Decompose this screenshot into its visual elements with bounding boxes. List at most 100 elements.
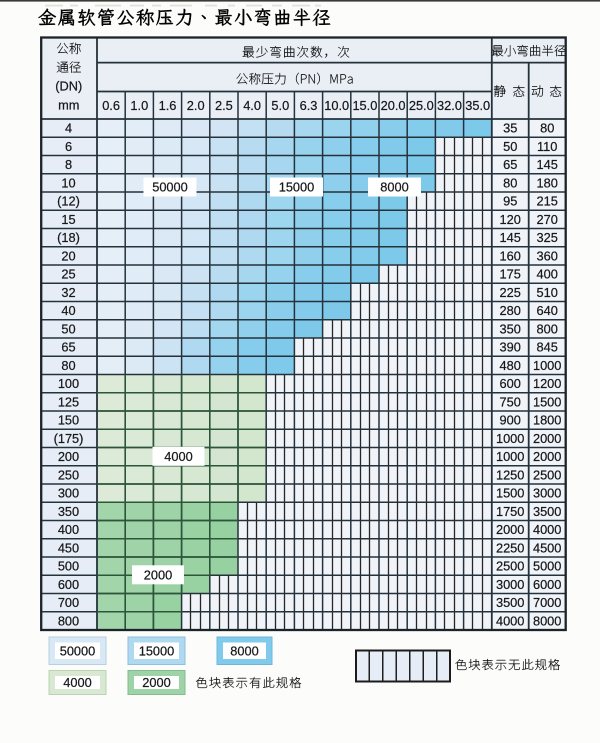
svg-text:800: 800 — [58, 614, 79, 629]
svg-text:360: 360 — [537, 249, 558, 264]
svg-text:80: 80 — [61, 358, 75, 373]
svg-text:35: 35 — [503, 121, 517, 136]
svg-text:600: 600 — [58, 577, 79, 592]
svg-text:40: 40 — [61, 303, 75, 318]
svg-text:175: 175 — [500, 267, 521, 282]
svg-text:225: 225 — [500, 285, 521, 300]
svg-text:2500: 2500 — [533, 468, 561, 483]
svg-text:15.0: 15.0 — [352, 98, 377, 113]
svg-text:1000: 1000 — [496, 449, 524, 464]
svg-text:8: 8 — [65, 157, 72, 172]
svg-text:1.6: 1.6 — [159, 98, 177, 113]
svg-text:25.0: 25.0 — [409, 98, 434, 113]
svg-text:95: 95 — [503, 194, 517, 209]
svg-text:mm: mm — [58, 98, 79, 113]
svg-text:15000: 15000 — [139, 643, 175, 658]
svg-text:180: 180 — [537, 176, 558, 191]
svg-text:215: 215 — [537, 194, 558, 209]
svg-text:110: 110 — [537, 139, 557, 154]
svg-text:325: 325 — [537, 230, 558, 245]
svg-text:4500: 4500 — [533, 541, 561, 556]
svg-text:8000: 8000 — [230, 643, 258, 658]
svg-text:2000: 2000 — [144, 567, 172, 582]
svg-text:390: 390 — [500, 340, 521, 355]
svg-text:4000: 4000 — [533, 522, 561, 537]
svg-text:8000: 8000 — [380, 180, 408, 195]
svg-text:1500: 1500 — [496, 486, 524, 501]
svg-text:400: 400 — [537, 267, 558, 282]
svg-text:4000: 4000 — [63, 675, 91, 690]
svg-text:3000: 3000 — [533, 486, 561, 501]
svg-text:6: 6 — [65, 139, 72, 154]
svg-text:1000: 1000 — [533, 358, 561, 373]
svg-text:2000: 2000 — [533, 449, 561, 464]
svg-text:15000: 15000 — [279, 180, 315, 195]
svg-text:5.0: 5.0 — [271, 98, 289, 113]
svg-text:350: 350 — [500, 322, 521, 337]
svg-text:3000: 3000 — [496, 577, 524, 592]
svg-text:10: 10 — [61, 176, 75, 191]
svg-text:250: 250 — [58, 468, 79, 483]
svg-text:2.0: 2.0 — [187, 98, 205, 113]
svg-text:3500: 3500 — [533, 504, 561, 519]
svg-text:7000: 7000 — [533, 595, 561, 610]
svg-text:125: 125 — [58, 395, 79, 410]
svg-text:20: 20 — [61, 249, 75, 264]
svg-text:280: 280 — [500, 303, 521, 318]
svg-text:6.3: 6.3 — [300, 98, 318, 113]
svg-text:400: 400 — [58, 522, 79, 537]
svg-text:50: 50 — [61, 322, 75, 337]
svg-text:50000: 50000 — [60, 643, 96, 658]
svg-text:2500: 2500 — [496, 559, 524, 574]
svg-text:100: 100 — [58, 376, 79, 391]
svg-text:800: 800 — [537, 322, 558, 337]
svg-text:1000: 1000 — [496, 431, 524, 446]
svg-text:25: 25 — [61, 267, 75, 282]
svg-text:4000: 4000 — [164, 449, 192, 464]
svg-text:50: 50 — [503, 139, 517, 154]
svg-text:160: 160 — [500, 249, 521, 264]
svg-text:200: 200 — [58, 449, 79, 464]
svg-text:350: 350 — [58, 504, 79, 519]
svg-text:1800: 1800 — [533, 413, 561, 428]
svg-text:(DN): (DN) — [55, 79, 82, 94]
svg-text:1.0: 1.0 — [130, 98, 148, 113]
svg-text:65: 65 — [503, 157, 517, 172]
svg-text:4: 4 — [65, 121, 72, 136]
svg-text:480: 480 — [500, 358, 521, 373]
svg-text:640: 640 — [537, 303, 558, 318]
svg-text:5000: 5000 — [533, 559, 561, 574]
svg-text:20.0: 20.0 — [381, 98, 406, 113]
svg-text:50000: 50000 — [152, 180, 188, 195]
svg-text:600: 600 — [500, 376, 521, 391]
svg-text:145: 145 — [537, 157, 558, 172]
svg-text:1750: 1750 — [496, 504, 524, 519]
svg-text:35.0: 35.0 — [465, 98, 490, 113]
svg-text:(18): (18) — [57, 230, 80, 245]
svg-text:700: 700 — [58, 595, 79, 610]
svg-text:900: 900 — [500, 413, 521, 428]
svg-text:80: 80 — [503, 176, 517, 191]
svg-text:8000: 8000 — [533, 614, 561, 629]
svg-text:120: 120 — [500, 212, 521, 227]
svg-text:845: 845 — [537, 340, 558, 355]
svg-text:150: 150 — [58, 413, 79, 428]
svg-text:450: 450 — [58, 541, 79, 556]
svg-text:15: 15 — [61, 212, 75, 227]
svg-text:2000: 2000 — [142, 675, 170, 690]
svg-text:32.0: 32.0 — [437, 98, 462, 113]
svg-text:4.0: 4.0 — [243, 98, 261, 113]
svg-text:2000: 2000 — [533, 431, 561, 446]
svg-text:270: 270 — [537, 212, 558, 227]
svg-text:0.6: 0.6 — [102, 98, 120, 113]
svg-text:10.0: 10.0 — [324, 98, 349, 113]
svg-text:4000: 4000 — [496, 614, 524, 629]
svg-text:32: 32 — [61, 285, 75, 300]
svg-text:500: 500 — [58, 559, 79, 574]
svg-text:300: 300 — [58, 486, 79, 501]
svg-text:2000: 2000 — [496, 522, 524, 537]
svg-text:1200: 1200 — [533, 376, 561, 391]
svg-text:1500: 1500 — [533, 395, 561, 410]
svg-text:750: 750 — [500, 395, 521, 410]
svg-text:6000: 6000 — [533, 577, 561, 592]
